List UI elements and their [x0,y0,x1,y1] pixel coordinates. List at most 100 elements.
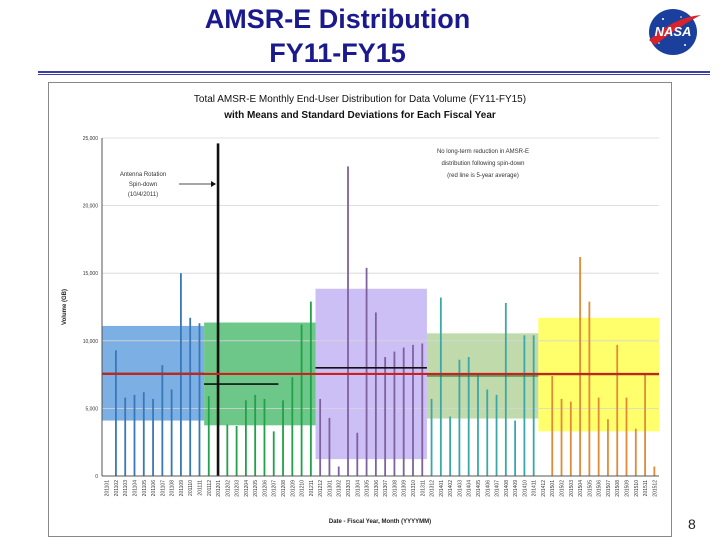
title-divider-thin [38,74,710,75]
x-tick-label: 201509 [625,480,631,497]
x-tick-label: 201305 [365,480,371,497]
nasa-logo-vector [649,15,701,45]
bar-201205 [254,394,257,476]
bar-201407 [495,394,498,476]
annotation-antenna-line2: Spin-down [129,182,157,188]
bar-201306 [374,312,377,476]
x-axis-label: Date - Fiscal Year, Month (YYYYMM) [329,519,431,525]
x-tick-label: 201408 [504,480,510,497]
x-tick-label: 201210 [300,480,306,497]
x-tick-label: 201205 [253,480,259,497]
x-tick-label: 201504 [578,480,584,497]
x-tick-label: 201101 [105,480,111,497]
bar-201401 [439,297,442,476]
x-tick-label: 201512 [652,480,658,497]
x-tick-label: 201107 [160,480,166,497]
bar-201301 [328,417,331,476]
y-tick-label: 15,000 [83,271,99,277]
x-tick-label: 201405 [476,480,482,497]
bar-201311 [421,343,424,476]
annotation-ltm-line1: No long-term reduction in AMSR-E [437,149,529,155]
bar-201207 [272,431,275,476]
bar-201508 [616,344,619,476]
x-tick-label: 201311 [420,480,426,497]
bar-201204 [244,400,247,476]
x-tick-label: 201303 [346,480,352,497]
monthly-bars [115,143,656,476]
bar-201411 [532,335,535,476]
bar-201201 [216,143,220,476]
x-tick-label: 201507 [606,480,612,497]
nasa-logo: NASA [649,9,701,55]
annotation-ltm-line3: (red line is 5-year average) [447,173,519,179]
bar-201307 [384,357,387,476]
bar-201510 [634,428,637,476]
x-tick-label: 201204 [244,480,250,497]
annotation-antenna-line1: Antenna Rotation [120,172,166,178]
x-tick-label: 201502 [560,480,566,497]
x-tick-label: 201501 [550,480,556,497]
bar-201309 [402,347,405,476]
bar-201112 [207,396,210,476]
bar-201402 [449,416,452,476]
x-tick-label: 201308 [392,480,398,497]
y-axis-label: Volume (GB) [62,289,68,325]
bar-201403 [458,359,461,476]
x-tick-label: 201503 [569,480,575,497]
x-tick-label: 201206 [262,480,268,497]
bar-201202 [226,424,229,476]
x-tick-label: 201304 [355,480,361,497]
bar-201503 [569,401,572,476]
x-tick-label: 201511 [643,480,649,497]
bar-201104 [133,394,136,476]
bar-201305 [365,267,368,476]
x-tick-label: 201505 [587,480,593,497]
bar-201409 [514,420,517,476]
bar-201506 [597,397,600,476]
x-tick-label: 201510 [634,480,640,497]
bar-201404 [467,357,470,476]
x-tick-label: 201207 [272,480,278,497]
x-tick-label: 201112 [207,480,213,496]
bar-201111 [198,323,201,476]
chart-title-line1: Total AMSR-E Monthly End-User Distributi… [194,94,526,105]
x-tick-label: 201102 [114,480,120,497]
bar-201103 [124,397,127,476]
x-tick-label: 201309 [402,480,408,497]
bar-201408 [504,302,507,476]
x-tick-label: 201403 [457,480,463,497]
bar-201208 [282,400,284,476]
bar-201105 [142,392,145,476]
x-tick-label: 201202 [225,480,231,497]
bar-201502 [560,398,563,476]
bar-201405 [477,373,479,476]
bar-201212 [319,398,322,476]
annotation-ltm-line2: distribution following spin-down [441,161,524,167]
x-tick-label: 201312 [430,480,436,497]
x-tick-label: 201306 [374,480,380,497]
bar-201302 [337,466,340,476]
x-tick-label: 201209 [290,480,296,497]
annotation-antenna-line3: (10/4/2011) [128,192,158,198]
y-tick-label: 10,000 [83,339,99,345]
bar-201406 [486,389,489,476]
x-tick-label: 201406 [485,480,491,497]
bar-201107 [161,365,164,476]
x-tick-label: 201105 [142,480,148,497]
bar-201504 [579,256,581,476]
y-tick-label: 5,000 [85,406,98,412]
bar-201209 [291,377,294,476]
x-tick-label: 201407 [495,480,501,497]
slide-title-line1: AMSR-E Distribution [204,4,471,34]
x-tick-label: 201302 [337,480,343,497]
bar-201410 [523,335,526,476]
bar-201210 [300,324,303,476]
bar-201312 [430,398,433,476]
x-tick-label: 201108 [170,480,176,497]
bar-201505 [588,301,591,476]
bar-201511 [644,373,646,476]
x-tick-label: 201409 [513,480,519,497]
bar-201308 [393,351,396,476]
x-tick-label: 201208 [281,480,287,497]
